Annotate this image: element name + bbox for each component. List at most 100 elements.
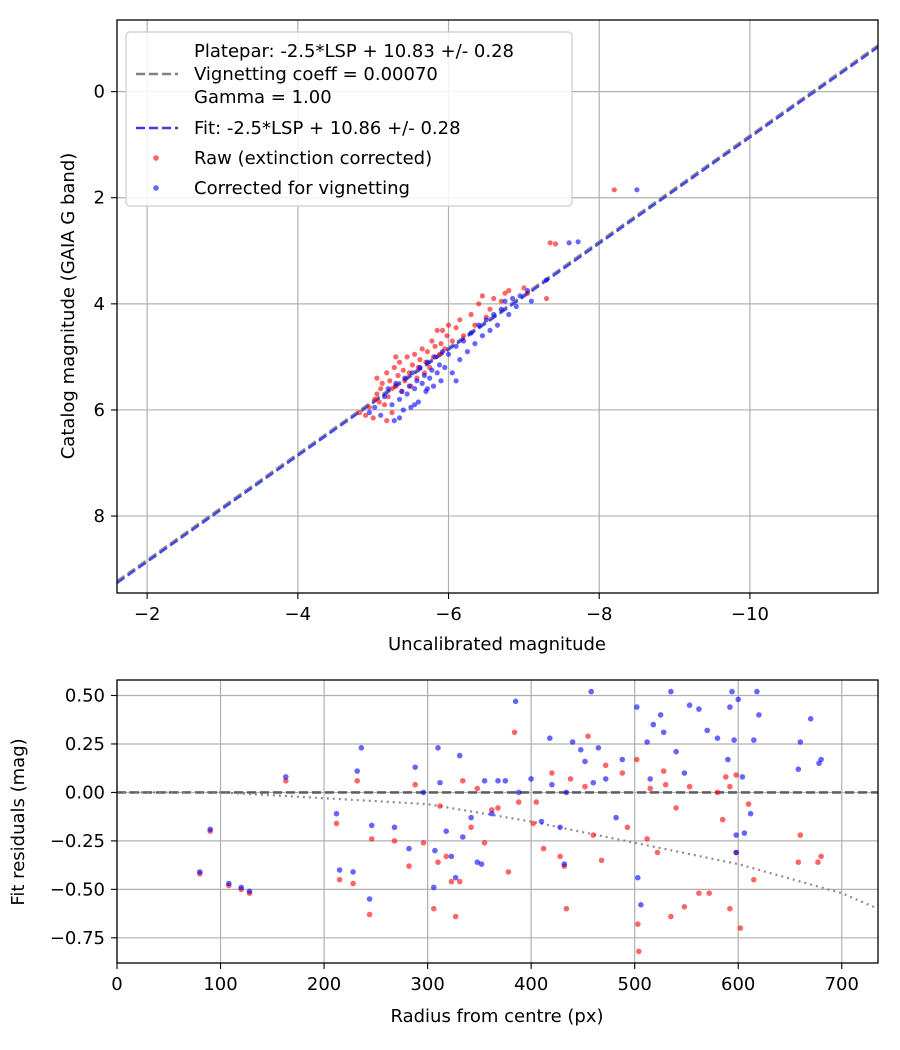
bottom-point-raw <box>660 768 667 774</box>
top-point-corrected <box>464 349 470 355</box>
top-point-corrected <box>502 298 508 304</box>
top-point-corrected <box>468 330 474 336</box>
top-point-raw <box>611 187 617 193</box>
top-point-corrected <box>415 399 421 405</box>
bottom-grid <box>116 680 878 963</box>
top-point-corrected <box>476 322 482 328</box>
bottom-point-corrected <box>443 828 450 834</box>
top-point-corrected <box>575 239 581 245</box>
legend-box <box>125 31 573 207</box>
top-point-corrected <box>427 375 433 381</box>
top-axes-frame <box>116 19 879 594</box>
bottom-point-corrected <box>613 814 619 821</box>
bottom-point-raw <box>354 778 361 784</box>
top-point-raw <box>385 394 391 400</box>
bottom-point-raw <box>745 801 752 807</box>
top-point-corrected <box>506 311 512 318</box>
bottom-point-corrected <box>412 764 419 770</box>
bottom-point-corrected <box>547 735 553 741</box>
bottom-point-raw <box>719 816 726 823</box>
top-point-raw <box>374 375 380 381</box>
top-point-corrected <box>432 354 438 360</box>
top-point-raw <box>400 367 406 373</box>
bottom-point-raw <box>818 853 824 860</box>
bottom-point-corrected <box>795 766 802 772</box>
top-point-raw <box>419 346 425 352</box>
top-point-corrected <box>453 378 459 384</box>
top-point-corrected <box>543 277 550 283</box>
bottom-point-corrected <box>238 884 244 891</box>
bottom-line-dotted <box>117 791 879 910</box>
top-point-corrected <box>400 407 406 413</box>
legend: Platepar: -2.5*LSP + 10.83 +/- 0.28 Vign… <box>125 31 573 207</box>
top-point-corrected <box>461 338 467 344</box>
bottom-point-raw <box>448 878 455 885</box>
top-y-tick-label: 2 <box>94 188 105 209</box>
bottom-y-tick-label: 0.00 <box>65 782 105 803</box>
top-point-corrected <box>438 378 444 384</box>
bottom-point-corrected <box>468 814 474 821</box>
top-points <box>357 187 640 424</box>
bottom-y-tick-label: 0.50 <box>65 686 105 707</box>
bottom-point-raw <box>283 778 289 784</box>
bottom-point-corrected <box>681 770 688 776</box>
legend-fit-label: Fit: -2.5*LSP + 10.86 +/- 0.28 <box>194 118 461 139</box>
bottom-point-corrected <box>751 737 757 743</box>
bottom-point-raw <box>435 859 441 865</box>
bottom-point-corrected <box>644 739 650 745</box>
bottom-point-corrected <box>226 880 232 887</box>
bottom-point-raw <box>662 781 669 788</box>
top-point-raw <box>379 380 385 386</box>
bottom-point-corrected <box>549 781 555 788</box>
top-point-corrected <box>634 187 640 193</box>
bottom-point-raw <box>727 905 733 912</box>
bottom-point-raw <box>515 799 522 805</box>
top-point-corrected <box>436 362 443 368</box>
top-point-corrected <box>399 388 405 394</box>
bottom-point-corrected <box>647 776 653 782</box>
bottom-point-corrected <box>431 884 437 891</box>
bottom-point-corrected <box>207 826 213 833</box>
bottom-y-tick-label: −0.25 <box>50 831 105 852</box>
top-point-raw <box>439 327 446 333</box>
top-point-corrected <box>445 351 452 357</box>
bottom-x-tick-label: 0 <box>111 974 122 995</box>
bottom-point-corrected <box>569 739 576 745</box>
bottom-point-raw <box>624 824 631 831</box>
bottom-point-raw <box>412 781 419 788</box>
bottom-point-corrected <box>515 789 522 796</box>
top-point-raw <box>521 285 527 291</box>
bottom-point-raw <box>452 913 459 920</box>
bottom-point-corrected <box>283 774 289 780</box>
bottom-point-raw <box>619 770 626 776</box>
legend-platepar-line1: Platepar: -2.5*LSP + 10.83 +/- 0.28 <box>194 41 514 62</box>
bottom-x-tick-label: 100 <box>203 974 237 995</box>
top-point-raw <box>429 338 435 344</box>
bottom-point-corrected <box>818 756 824 763</box>
top-point-corrected <box>430 383 437 389</box>
top-point-raw <box>479 293 485 299</box>
bottom-point-raw <box>333 820 340 827</box>
bottom-x-tick-label: 400 <box>514 974 548 995</box>
bottom-point-raw <box>647 785 653 792</box>
top-point-corrected <box>434 370 440 376</box>
top-x-tick-label: −10 <box>731 604 769 625</box>
top-point-corrected <box>491 311 497 318</box>
top-point-raw <box>424 349 430 355</box>
top-point-corrected <box>498 306 504 312</box>
bottom-y-axis-label: Fit residuals (mag) <box>8 738 29 905</box>
top-point-raw <box>396 359 403 365</box>
top-y-tick-label: 8 <box>94 506 105 527</box>
top-x-axis-label: Uncalibrated magnitude <box>388 634 606 655</box>
top-point-corrected <box>449 370 455 376</box>
top-point-corrected <box>406 383 412 389</box>
top-point-corrected <box>479 333 485 339</box>
bottom-point-corrected <box>563 789 570 796</box>
bottom-point-raw <box>495 805 501 811</box>
bottom-point-corrected <box>727 704 733 710</box>
top-point-raw <box>453 325 459 331</box>
top-point-corrected <box>414 378 420 384</box>
bottom-point-corrected <box>634 704 640 710</box>
bottom-y-ticks: 0.50 0.25 0.00 −0.25 −0.50 −0.75 <box>50 686 117 949</box>
